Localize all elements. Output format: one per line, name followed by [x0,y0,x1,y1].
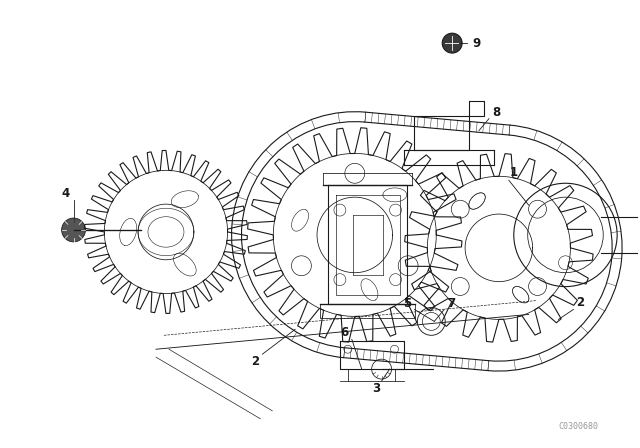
Text: 2: 2 [252,355,259,368]
Circle shape [442,33,462,53]
Text: 6: 6 [340,326,349,339]
Text: C0300680: C0300680 [558,422,598,431]
Circle shape [61,218,86,242]
Text: 3: 3 [372,383,381,396]
Text: 2: 2 [576,296,584,309]
Text: 9: 9 [472,37,480,50]
Text: 4: 4 [61,187,70,200]
Text: 1: 1 [509,166,518,179]
Text: 8: 8 [492,106,500,119]
Text: 7: 7 [447,297,455,310]
Text: 5: 5 [403,297,412,310]
